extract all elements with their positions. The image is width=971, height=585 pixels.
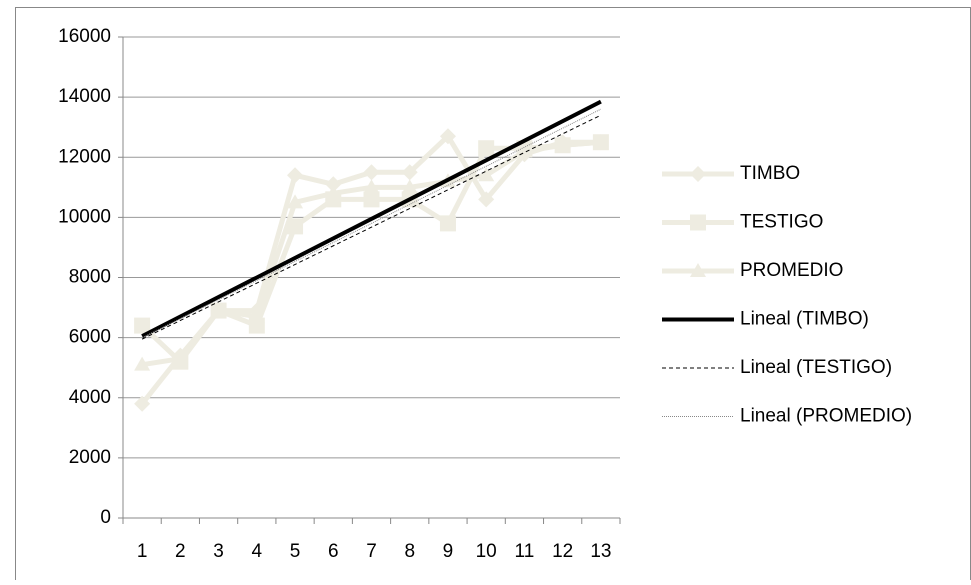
legend-marker — [690, 214, 706, 231]
y-tick-label: 6000 — [69, 327, 111, 348]
y-tick-label: 10000 — [58, 206, 111, 227]
marker — [287, 167, 304, 184]
x-tick-label: 1 — [137, 541, 148, 562]
legend-label: Lineal (TESTIGO) — [740, 357, 892, 378]
marker — [363, 179, 380, 194]
marker — [478, 191, 495, 208]
marker — [401, 179, 418, 194]
x-tick-label: 3 — [213, 541, 224, 562]
x-tick-label: 11 — [515, 541, 535, 562]
trendline — [141, 114, 602, 340]
x-tick-label: 4 — [252, 541, 263, 562]
marker — [325, 176, 342, 193]
legend-label: TESTIGO — [740, 212, 823, 233]
y-tick-label: 16000 — [58, 26, 111, 47]
marker — [516, 143, 533, 158]
y-tick-label: 14000 — [58, 86, 111, 107]
legend-marker — [690, 263, 706, 277]
x-tick-label: 9 — [443, 541, 454, 562]
marker — [554, 137, 571, 152]
marker — [172, 350, 189, 365]
marker — [439, 128, 456, 145]
legend-label: Lineal (TIMBO) — [740, 309, 869, 330]
marker — [363, 191, 380, 208]
y-tick-label: 4000 — [69, 387, 111, 408]
marker — [478, 167, 495, 182]
marker — [592, 134, 609, 149]
marker — [325, 185, 342, 200]
marker — [134, 317, 151, 334]
x-tick-label: 10 — [476, 541, 497, 562]
marker — [248, 308, 265, 323]
marker — [401, 164, 418, 181]
x-tick-label: 7 — [366, 541, 377, 562]
legend-label: PROMEDIO — [740, 260, 843, 281]
x-tick-label: 13 — [590, 541, 611, 562]
marker — [363, 164, 380, 181]
y-tick-label: 2000 — [69, 447, 111, 468]
legend-marker — [690, 166, 706, 182]
y-tick-label: 12000 — [58, 146, 111, 167]
x-tick-label: 12 — [552, 541, 573, 562]
legend-label: Lineal (PROMEDIO) — [740, 406, 912, 427]
marker — [439, 215, 456, 232]
x-tick-label: 5 — [290, 541, 301, 562]
chart-frame — [15, 7, 971, 585]
marker — [134, 395, 151, 412]
y-tick-label: 8000 — [69, 267, 111, 288]
trendline — [141, 108, 602, 339]
marker — [287, 194, 304, 209]
x-tick-label: 8 — [404, 541, 415, 562]
marker — [287, 218, 304, 235]
marker — [134, 356, 151, 371]
x-tick-label: 2 — [175, 541, 186, 562]
trendline — [141, 99, 602, 338]
marker — [478, 140, 495, 157]
y-tick-label: 0 — [100, 507, 111, 528]
legend-label: TIMBO — [740, 163, 800, 184]
marker — [210, 302, 227, 317]
x-tick-label: 6 — [328, 541, 339, 562]
